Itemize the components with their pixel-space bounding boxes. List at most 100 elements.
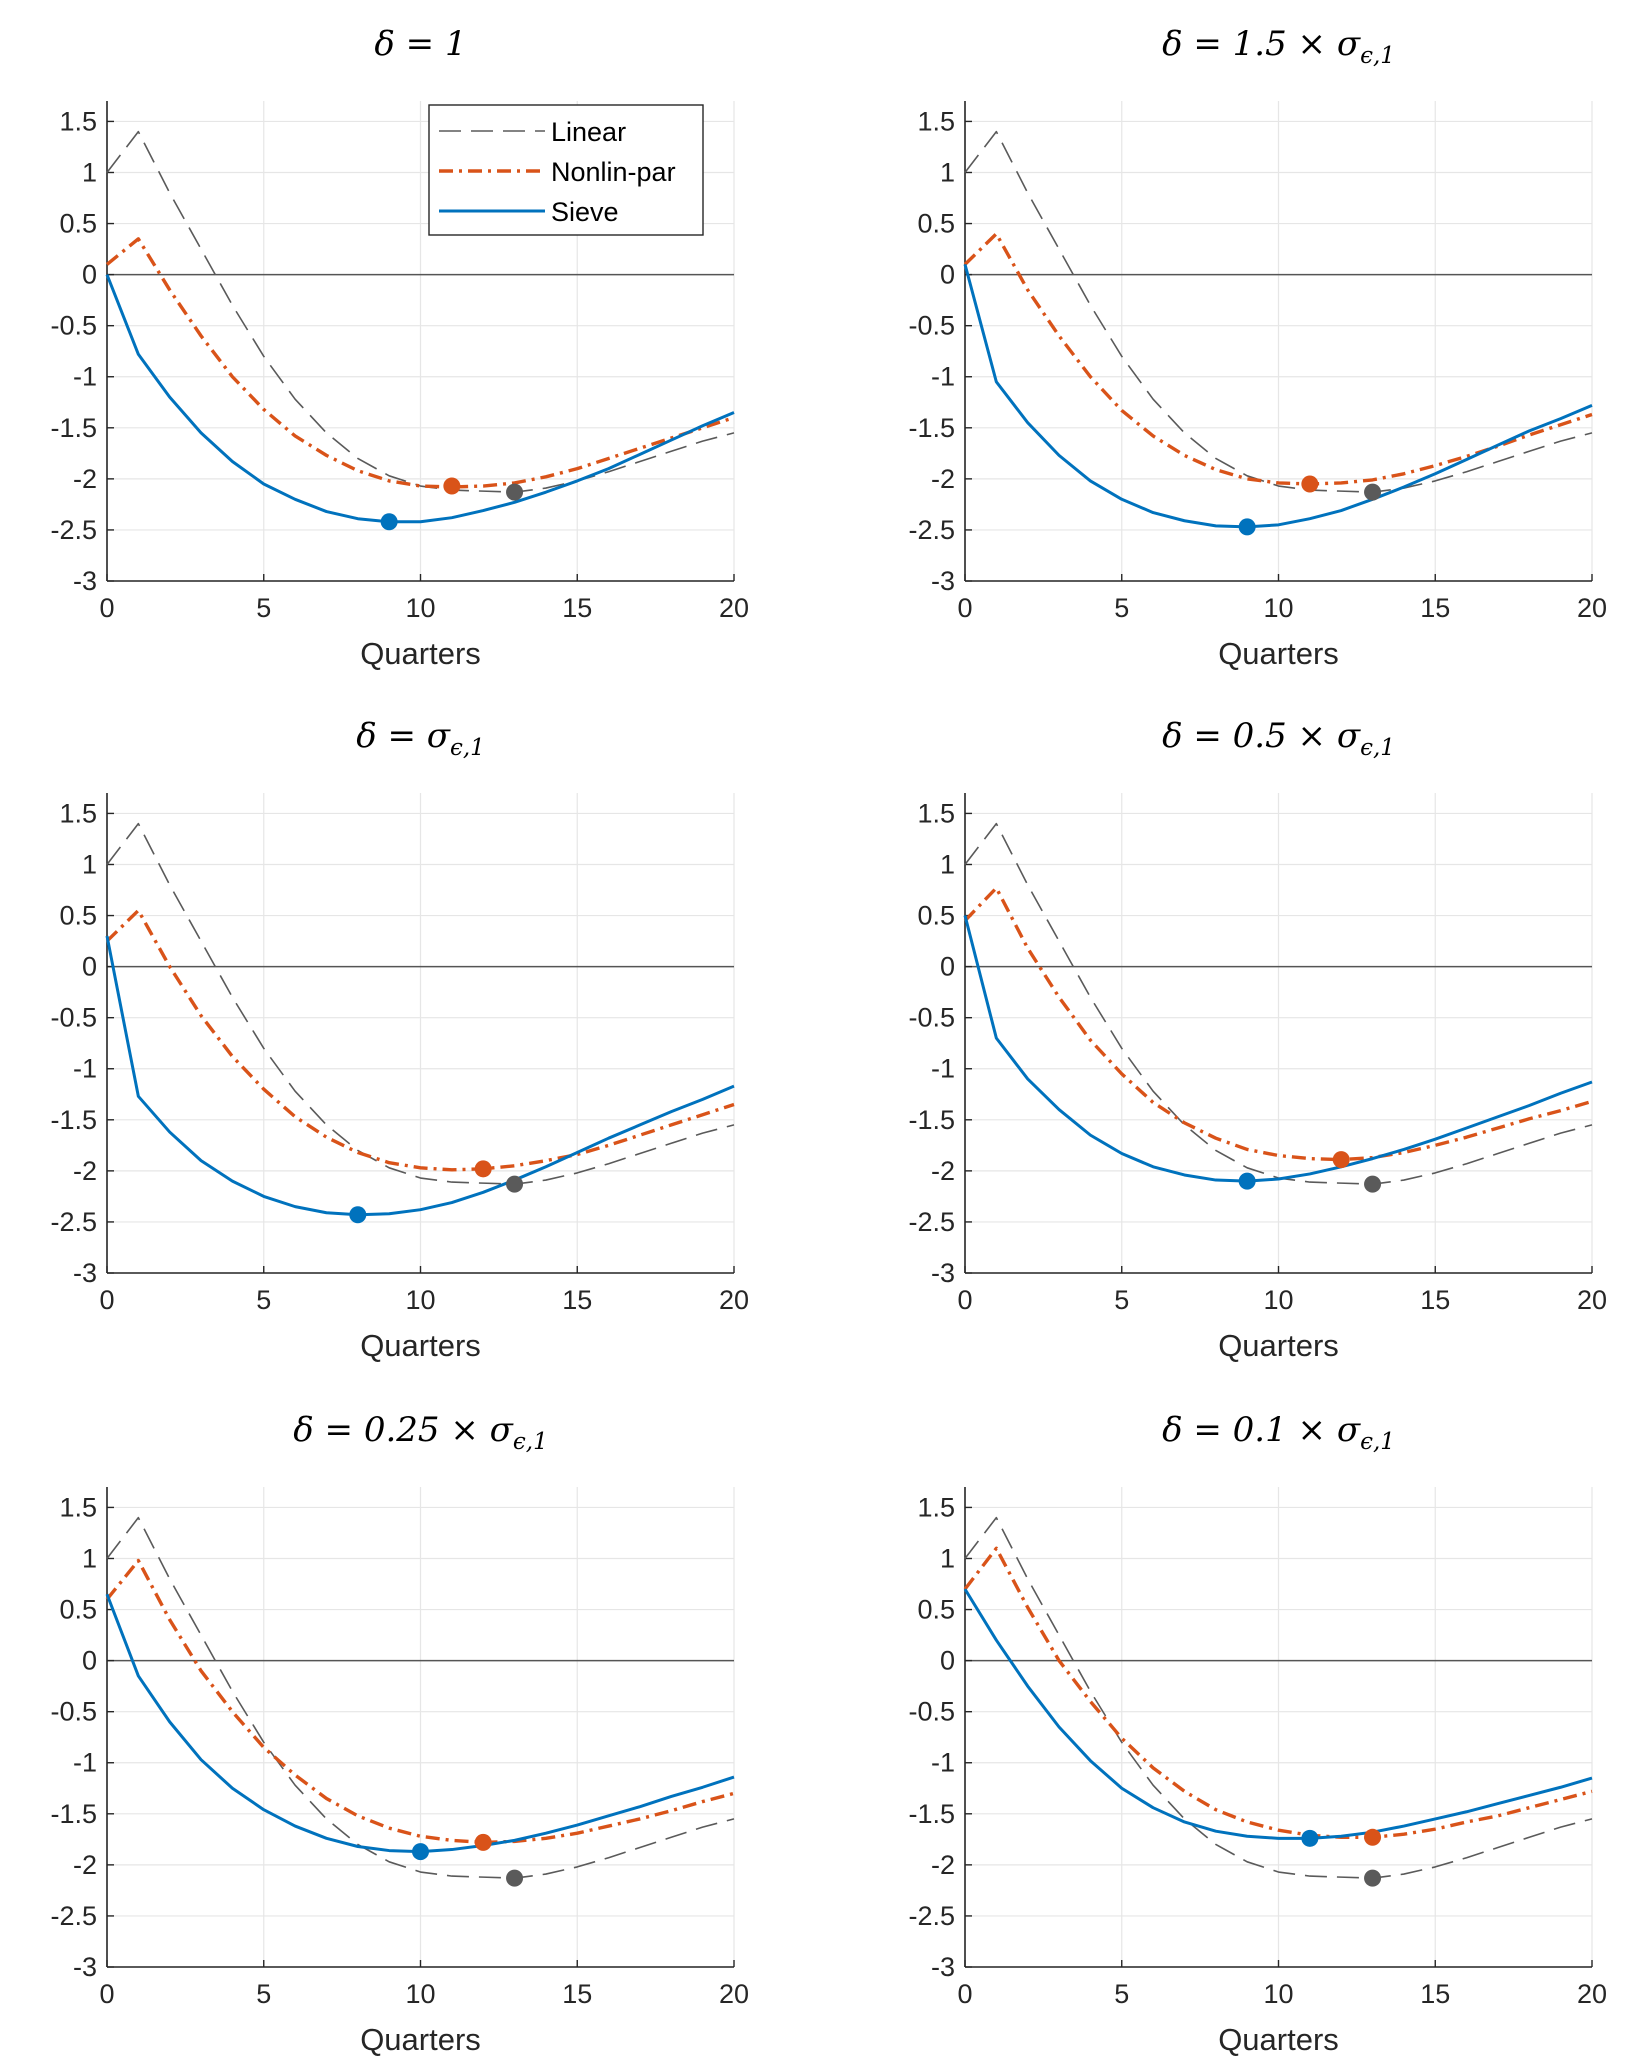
series-line-nonlin [105, 237, 735, 489]
x-axis-label: Quarters [1218, 636, 1339, 671]
chart-panel: 1.510.50-0.5-1-1.5-2-2.5-30 5 10 15 20Quarte… [50, 716, 749, 1363]
series-min-marker-linear [506, 1869, 524, 1887]
y-tick-label: 1.5 [59, 106, 97, 136]
y-tick-label: -1.5 [908, 413, 955, 443]
x-tick-label: 15 [562, 1285, 592, 1315]
x-tick-label: 20 [1577, 1979, 1607, 2009]
x-tick-label: 20 [719, 1285, 749, 1315]
x-axis-label: Quarters [1218, 2022, 1339, 2057]
y-tick-label: -2.5 [50, 1207, 97, 1237]
chart-panel: 1.510.50-0.5-1-1.5-2-2.5-30 5 10 15 20Quarte… [908, 716, 1607, 1363]
y-tick-label: -0.5 [50, 1003, 97, 1033]
x-tick-label: 0 [957, 1285, 972, 1315]
x-tick-label: 15 [562, 1979, 592, 2009]
y-tick-label: -1.5 [908, 1799, 955, 1829]
legend-label-linear: Linear [551, 117, 626, 147]
x-tick-label: 0 [957, 593, 972, 623]
x-tick-label: 20 [1577, 593, 1607, 623]
chart-panel: 1.510.50-0.5-1-1.5-2-2.5-30 5 10 15 20Quarte… [50, 1410, 749, 2057]
y-tick-label: -1 [73, 362, 97, 392]
x-tick-label: 10 [1263, 1285, 1293, 1315]
chart-panel: 1.510.50-0.5-1-1.5-2-2.5-30 5 10 15 20Quarte… [50, 24, 749, 671]
x-tick-label: 20 [1577, 1285, 1607, 1315]
x-tick-label: 5 [1114, 1285, 1129, 1315]
y-tick-label: -0.5 [908, 1003, 955, 1033]
y-tick-label: -2 [931, 1156, 955, 1186]
legend-label-nonlin: Nonlin-par [551, 157, 676, 187]
y-tick-label: -3 [73, 1258, 97, 1288]
y-tick-label: -2.5 [908, 515, 955, 545]
series-line-sieve [105, 935, 735, 1217]
series-min-marker-sieve [349, 1206, 367, 1224]
x-tick-label: 20 [719, 593, 749, 623]
series-min-marker-sieve [1238, 518, 1256, 536]
x-axis-label: Quarters [360, 2022, 481, 2057]
y-tick-label: 0 [940, 1646, 955, 1676]
y-tick-label: 1 [82, 849, 97, 879]
y-tick-label: 0 [940, 952, 955, 982]
y-tick-label: -2.5 [908, 1207, 955, 1237]
panel-title: δ = 1.5 × σϵ,1 [1162, 24, 1395, 69]
y-tick-label: -0.5 [50, 1697, 97, 1727]
x-tick-label: 5 [256, 1979, 271, 2009]
series-line-linear [106, 130, 735, 493]
series-min-marker-sieve [412, 1843, 429, 1861]
series-min-marker-sieve [1238, 1172, 1256, 1190]
y-tick-label: 1.5 [917, 1492, 955, 1522]
series-min-marker-linear [506, 483, 524, 501]
series-line-linear [106, 1516, 735, 1879]
x-axis-label: Quarters [360, 636, 481, 671]
panel-title: δ = σϵ,1 [356, 716, 485, 761]
y-tick-label: 0 [82, 952, 97, 982]
x-tick-label: 15 [562, 593, 592, 623]
panel-title: δ = 0.25 × σϵ,1 [293, 1410, 547, 1455]
y-tick-label: 1.5 [917, 106, 955, 136]
series-min-marker-sieve [380, 513, 398, 531]
x-tick-label: 5 [256, 1285, 271, 1315]
y-tick-label: -2 [73, 1156, 97, 1186]
panel-title: δ = 0.1 × σϵ,1 [1162, 1410, 1395, 1455]
x-tick-label: 15 [1420, 1285, 1450, 1315]
x-tick-label: 0 [99, 593, 114, 623]
x-tick-label: 5 [256, 593, 271, 623]
x-tick-label: 15 [1420, 1979, 1450, 2009]
y-tick-label: -0.5 [50, 311, 97, 341]
x-tick-label: 10 [405, 1285, 435, 1315]
y-tick-label: -2.5 [50, 1901, 97, 1931]
x-tick-label: 5 [1114, 1979, 1129, 2009]
y-tick-label: -1.5 [50, 1105, 97, 1135]
x-axis-label: Quarters [360, 1328, 481, 1363]
series-line-nonlin [963, 1546, 1593, 1839]
series-line-sieve [963, 915, 1593, 1183]
y-tick-label: -3 [931, 566, 955, 596]
y-tick-label: -3 [73, 566, 97, 596]
series-line-nonlin [105, 908, 735, 1172]
series-min-marker-sieve [1301, 1829, 1319, 1847]
x-tick-label: 10 [1263, 1979, 1293, 2009]
y-tick-label: -1 [931, 1054, 955, 1084]
y-tick-label: 1 [940, 157, 955, 187]
series-line-linear [964, 1516, 1593, 1879]
y-tick-label: -2.5 [50, 515, 97, 545]
y-tick-label: -1.5 [908, 1105, 955, 1135]
y-tick-label: -2 [931, 464, 955, 494]
series-line-nonlin [105, 1558, 735, 1845]
y-tick-label: 0.5 [917, 901, 955, 931]
y-tick-label: 0 [82, 1646, 97, 1676]
series-line-sieve [105, 274, 735, 524]
y-tick-label: -2 [73, 1850, 97, 1880]
y-tick-label: -1 [73, 1054, 97, 1084]
y-tick-label: -0.5 [908, 1697, 955, 1727]
y-tick-label: -1 [73, 1748, 97, 1778]
x-tick-label: 10 [1263, 593, 1293, 623]
y-tick-label: 0.5 [59, 209, 97, 239]
series-min-marker-nonlin [1332, 1151, 1350, 1169]
y-tick-label: 1 [82, 1543, 97, 1573]
y-tick-label: -3 [931, 1258, 955, 1288]
y-tick-label: -1 [931, 1748, 955, 1778]
x-tick-label: 0 [99, 1979, 114, 2009]
y-tick-label: -1.5 [50, 413, 97, 443]
y-tick-label: 0 [940, 260, 955, 290]
legend-label-sieve: Sieve [551, 197, 619, 227]
